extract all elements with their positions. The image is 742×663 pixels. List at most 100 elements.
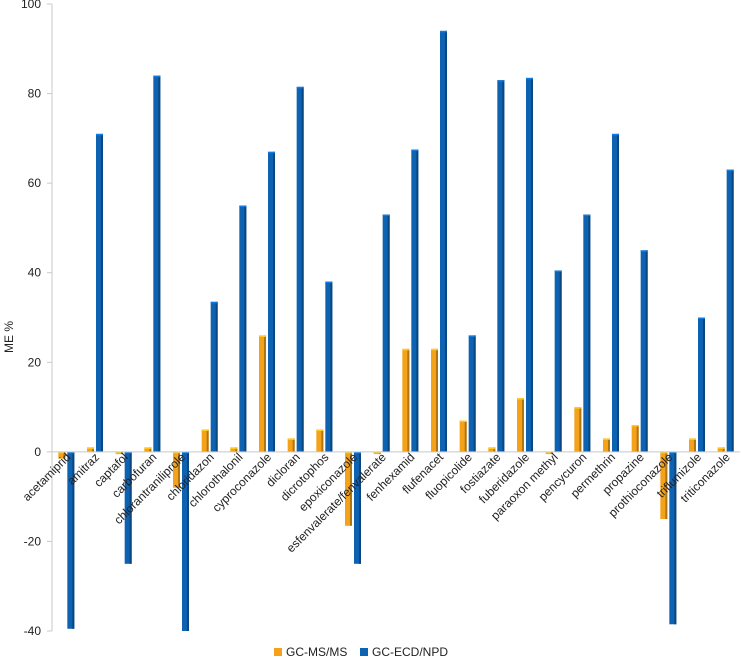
bar-gc-ms-ms-21 — [660, 451, 668, 520]
bar-face — [468, 335, 476, 452]
bar-side — [321, 429, 324, 452]
bar-side — [703, 317, 705, 452]
bar-gc-ms-ms-13 — [431, 348, 438, 452]
bar-gc-ecd-npd-8 — [296, 86, 304, 452]
bar-side — [665, 451, 668, 520]
bar-gc-ms-ms-23 — [717, 447, 725, 452]
bar-gc-ecd-npd-13 — [440, 30, 447, 452]
bar-gc-ecd-npd-7 — [268, 151, 275, 452]
bar-side — [235, 447, 238, 452]
y-axis-label: ME % — [2, 321, 16, 353]
bar-side — [531, 77, 533, 452]
bar-face — [230, 447, 238, 452]
bar-face — [411, 149, 419, 452]
bar-side — [722, 447, 725, 452]
bar-top — [67, 451, 75, 454]
bar-side — [674, 451, 677, 625]
bar-top — [316, 429, 324, 431]
bar-top — [345, 451, 352, 454]
bar-gc-ms-ms-18 — [574, 407, 582, 452]
y-tick-label: 60 — [28, 176, 42, 190]
bar-top — [517, 398, 524, 400]
bar-gc-ms-ms-8 — [287, 438, 295, 452]
bar-face — [717, 447, 725, 452]
bar-side — [473, 335, 476, 452]
bar-side — [92, 447, 94, 452]
bar-side — [588, 214, 591, 452]
bar-face — [459, 420, 467, 452]
bar-gc-ms-ms-9 — [316, 429, 324, 452]
bar-gc-ms-ms-11 — [373, 451, 381, 455]
bar-face — [58, 451, 66, 459]
bar-face — [603, 438, 610, 452]
bar-gc-ms-ms-6 — [230, 447, 238, 452]
bar-side — [72, 451, 75, 629]
y-tick-label: 20 — [28, 355, 42, 369]
bar-gc-ecd-npd-22 — [698, 317, 705, 452]
bars — [58, 30, 734, 631]
bar-side — [206, 429, 209, 452]
bar-top — [640, 250, 648, 252]
bar-face — [325, 281, 333, 452]
bar-side — [407, 348, 410, 452]
bar-face — [259, 335, 266, 452]
bar-top — [440, 30, 447, 33]
bar-gc-ecd-npd-19 — [612, 133, 619, 452]
bar-side — [559, 270, 562, 452]
bar-side — [359, 451, 361, 564]
bar-top — [173, 451, 180, 454]
bar-top — [382, 214, 390, 216]
bar-face — [382, 214, 390, 452]
bar-face — [640, 250, 648, 452]
y-tick-label: 40 — [28, 266, 42, 280]
bar-side — [101, 133, 103, 452]
bar-face — [354, 451, 361, 564]
y-tick-label: 0 — [34, 445, 41, 459]
bar-top — [574, 407, 582, 409]
bar-top — [87, 447, 94, 449]
bar-gc-ms-ms-7 — [259, 335, 266, 452]
bar-face — [345, 451, 352, 526]
bar-top — [115, 451, 123, 454]
bar-gc-ecd-npd-23 — [726, 169, 734, 452]
bar-gc-ecd-npd-3 — [153, 75, 161, 452]
bar-side — [387, 214, 390, 452]
bar-gc-ms-ms-10 — [345, 451, 352, 526]
bar-side — [273, 151, 275, 452]
y-tick-label: 80 — [28, 87, 42, 101]
bar-side — [502, 80, 505, 452]
bar-top — [717, 447, 725, 449]
bar-face — [488, 447, 496, 452]
bar-top — [287, 438, 295, 440]
bar-side — [350, 451, 352, 526]
bar-face — [67, 451, 75, 629]
bar-top — [144, 447, 152, 449]
legend-item-gc-ms-ms: GC-MS/MS — [274, 645, 347, 659]
bar-gc-ms-ms-4 — [173, 451, 180, 488]
bar-side — [330, 281, 333, 452]
bar-gc-ecd-npd-10 — [354, 451, 361, 564]
bar-gc-ecd-npd-20 — [640, 250, 648, 452]
bar-gc-ecd-npd-15 — [497, 80, 505, 452]
bar-gc-ms-ms-16 — [517, 398, 524, 452]
bar-side — [436, 348, 438, 452]
bar-gc-ms-ms-1 — [87, 447, 94, 452]
bar-side — [493, 447, 496, 452]
bar-gc-ecd-npd-0 — [67, 451, 75, 629]
bar-face — [669, 451, 677, 625]
bar-gc-ecd-npd-2 — [124, 451, 132, 564]
bar-top — [612, 133, 619, 136]
bar-top — [373, 451, 381, 454]
bar-face — [87, 447, 94, 452]
bar-side — [178, 451, 180, 488]
bar-side — [264, 335, 266, 452]
bar-face — [173, 451, 180, 488]
bar-gc-ecd-npd-21 — [669, 451, 677, 625]
legend-label: GC-ECD/NPD — [372, 645, 448, 659]
bar-face — [124, 451, 132, 564]
bar-face — [239, 205, 247, 452]
bar-face — [440, 30, 447, 452]
bar-side — [63, 451, 66, 459]
bar-top — [497, 80, 505, 82]
bar-face — [574, 407, 582, 452]
